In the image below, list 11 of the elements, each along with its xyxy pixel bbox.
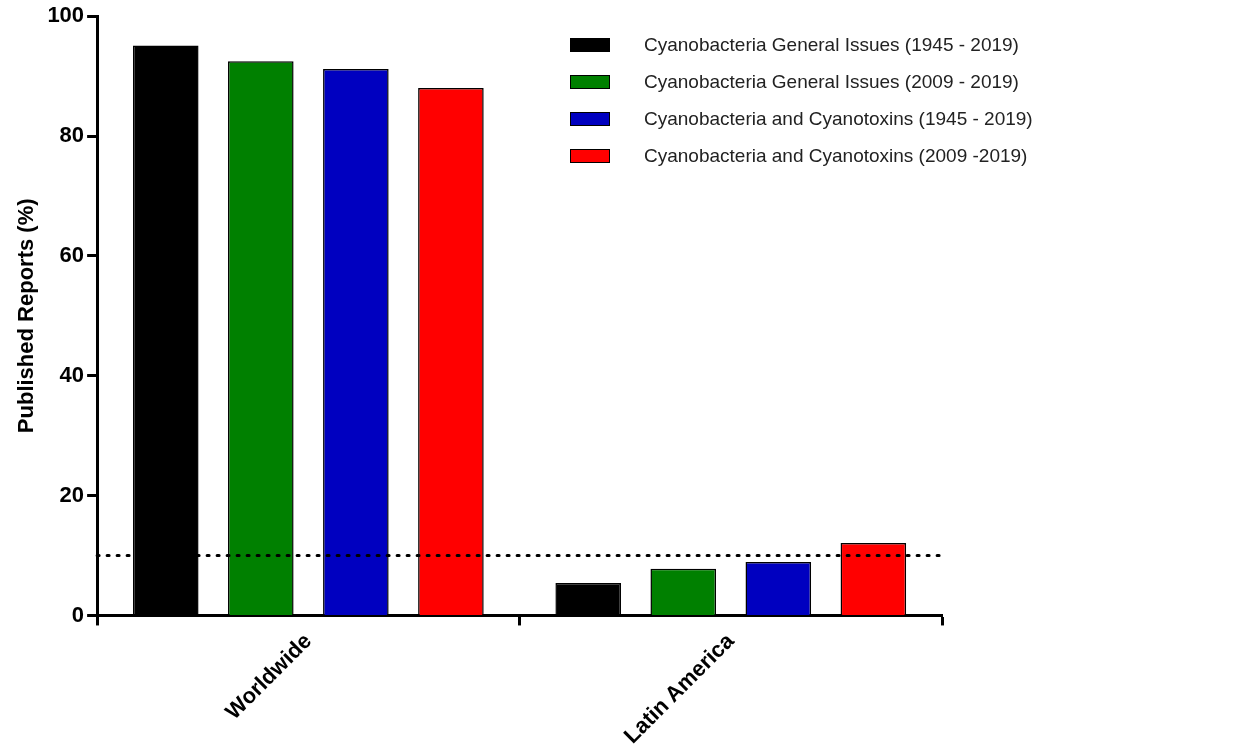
y-tick-label: 80 (59, 122, 85, 148)
y-tick-label: 20 (59, 481, 85, 507)
y-tick-label: 60 (59, 241, 85, 267)
legend-label: Cyanobacteria and Cyanotoxins (2009 -2019) (644, 144, 1028, 167)
y-tick-label: 0 (71, 601, 85, 627)
legend-label: Cyanobacteria General Issues (2009 - 2019) (644, 70, 1019, 93)
y-tick-label: 40 (59, 361, 85, 387)
y-tick-label: 100 (47, 2, 85, 28)
legend-label: Cyanobacteria General Issues (1945 - 2019) (644, 33, 1019, 56)
y-axis-title: Published Reports (%) (13, 198, 39, 434)
legend-label: Cyanobacteria and Cyanotoxins (1945 - 2019) (644, 107, 1033, 130)
